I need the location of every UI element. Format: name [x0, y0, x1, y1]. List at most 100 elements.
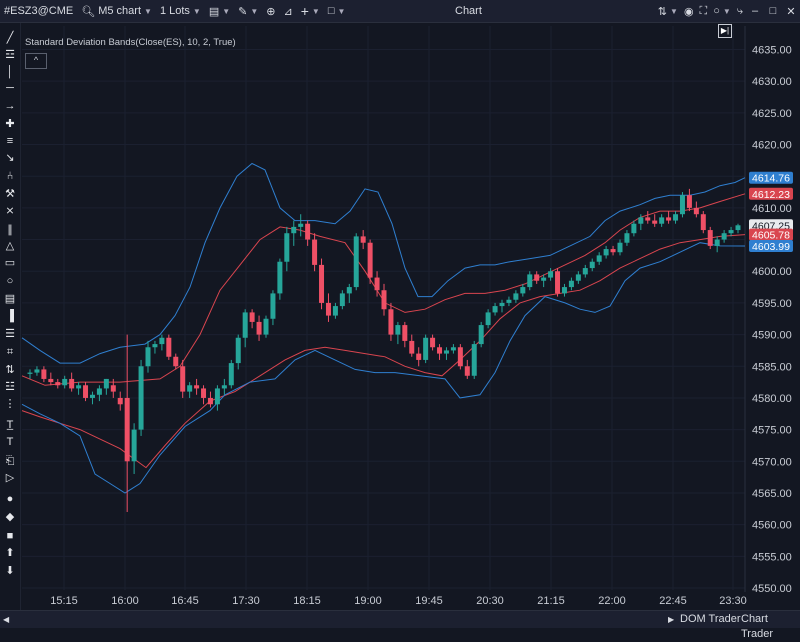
label-tool[interactable]: ⎗ [5, 455, 15, 467]
symbol-selector[interactable]: #ESZ3@CME [0, 0, 77, 22]
candle-down [305, 223, 311, 240]
candle-up [582, 268, 588, 275]
candle-down [464, 366, 470, 376]
scroll-to-end-button[interactable]: ▶| [718, 24, 732, 38]
bars-tool[interactable]: ☰ [5, 328, 15, 340]
scroll-right-button[interactable]: ▶ [668, 612, 674, 627]
maximize-button[interactable]: □ [764, 5, 782, 17]
plot-area[interactable] [22, 26, 745, 608]
rectangle-tool[interactable]: ▭ [4, 257, 16, 269]
arrow-down-marker[interactable]: ⬇ [5, 565, 15, 577]
diamond-marker[interactable]: ◆ [5, 511, 15, 523]
channel-tool[interactable]: ∥ [7, 224, 13, 236]
grid-tool[interactable]: ⌗ [6, 346, 14, 358]
text-tool[interactable]: T [6, 436, 14, 448]
candle-down [83, 385, 89, 398]
triangle-tool[interactable]: △ [5, 240, 15, 252]
tab-chart-trader[interactable]: Chart Trader [741, 613, 773, 640]
candle-down [388, 309, 394, 335]
candle-up [728, 230, 734, 234]
fullscreen-button[interactable]: ⛶ [697, 0, 711, 22]
template-button[interactable]: □ ▼ [324, 0, 350, 22]
text-box-tool[interactable]: T̲ [6, 419, 14, 431]
candle-down [180, 366, 186, 392]
drawing-tool-button[interactable]: ✎ ▼ [234, 0, 262, 22]
candle-up [353, 236, 359, 288]
candle-up [673, 214, 679, 221]
ruler-tool[interactable]: ⨯ [5, 205, 15, 217]
vertical-line-tool[interactable]: │ [6, 66, 14, 78]
candle-up [513, 293, 519, 300]
horizontal-line-tool[interactable]: ─ [6, 82, 14, 94]
levels-tool[interactable]: ≡ [6, 135, 14, 147]
price-chart[interactable]: 4550.00 4555.00 4560.00 4565.00 4570.00 4575.… [0, 0, 800, 627]
link-button[interactable]: ○ ▼ [710, 0, 734, 22]
crosshair-tool[interactable]: ✚ [5, 118, 15, 130]
candle-up [145, 347, 151, 367]
candle-down [256, 321, 262, 335]
lower-mid-band [21, 234, 746, 469]
candle-up [187, 385, 193, 392]
square-marker[interactable]: ■ [6, 530, 14, 542]
chart-type-button[interactable]: ▤ ▼ [205, 0, 234, 22]
candle-down [374, 277, 380, 291]
timeframe-selector[interactable]: 🔍︎ M5 chart ▼ [77, 0, 156, 22]
pin-button[interactable]: ⤷ [734, 0, 746, 22]
price-label-text: 4612.23 [752, 189, 790, 201]
pattern-tool[interactable]: ☳ [5, 381, 15, 393]
chevron-up-icon: ^ [33, 55, 39, 65]
line-tool[interactable]: ╱ [6, 32, 14, 44]
pitchfork-tool[interactable]: ⑃ [6, 170, 14, 182]
candle-up [228, 363, 234, 386]
chevron-down-icon: ▼ [311, 6, 320, 16]
candle-down [666, 217, 672, 221]
candle-up [221, 385, 227, 389]
x-tick-label: 20:30 [476, 595, 504, 607]
measure-tool[interactable]: ⇅ [5, 364, 15, 376]
candle-down [437, 347, 443, 354]
lots-selector[interactable]: 1 Lots ▼ [156, 0, 205, 22]
candle-down [693, 207, 699, 215]
candle-up [62, 378, 68, 386]
candle-up [485, 312, 491, 326]
y-tick-label: 4595.00 [752, 298, 792, 310]
price-label: 4612.23 [749, 187, 793, 201]
candle-up [499, 302, 505, 307]
close-button[interactable]: ✕ [782, 5, 800, 18]
y-tick-label: 4610.00 [752, 203, 792, 215]
x-tick-label: 16:00 [111, 595, 139, 607]
x-tick-label: 17:30 [232, 595, 260, 607]
collapse-indicator-button[interactable]: ^ [25, 53, 47, 69]
candle-up [631, 223, 637, 234]
fib-tool[interactable]: ☲ [5, 49, 15, 61]
arrow-up-marker[interactable]: ⬆ [5, 547, 15, 559]
tag-tool[interactable]: ▷ [5, 472, 15, 484]
tab-dom-trader[interactable]: DOM Trader [680, 613, 741, 625]
candle-up [520, 287, 526, 294]
arrow-tool[interactable]: → [4, 100, 16, 112]
add-button[interactable]: + ▼ [297, 0, 324, 22]
sync-button[interactable]: ⇅ ▼ [655, 0, 681, 22]
indicators-button[interactable]: ⊿ [280, 0, 297, 22]
go-to-end-icon: ▶| [720, 26, 730, 35]
ray-tool[interactable]: ↘ [5, 152, 15, 164]
candle-up [291, 226, 297, 234]
dot-marker[interactable]: ● [6, 493, 14, 505]
candle-up [596, 255, 602, 262]
candle-up [263, 318, 269, 335]
scroll-left-button[interactable]: ◀ [3, 612, 9, 627]
circle-tool[interactable]: ○ [6, 275, 14, 287]
sync-icon: ⇅ [657, 5, 668, 18]
candle-up [277, 261, 283, 294]
chevron-down-icon: ▼ [250, 6, 259, 16]
volume-profile-tool[interactable]: ▐ [6, 310, 14, 322]
candle-down [110, 385, 116, 392]
minimize-button[interactable]: – [746, 5, 764, 17]
x-tick-label: 18:15 [293, 595, 321, 607]
pencil-icon: ✎ [238, 5, 248, 18]
region-tool[interactable]: ▤ [4, 293, 16, 305]
candle-down [430, 337, 436, 348]
zoom-button[interactable]: ⊕ [262, 0, 279, 22]
camera-button[interactable]: ◉ [681, 0, 697, 22]
gann-tool[interactable]: ⚒ [5, 188, 15, 200]
